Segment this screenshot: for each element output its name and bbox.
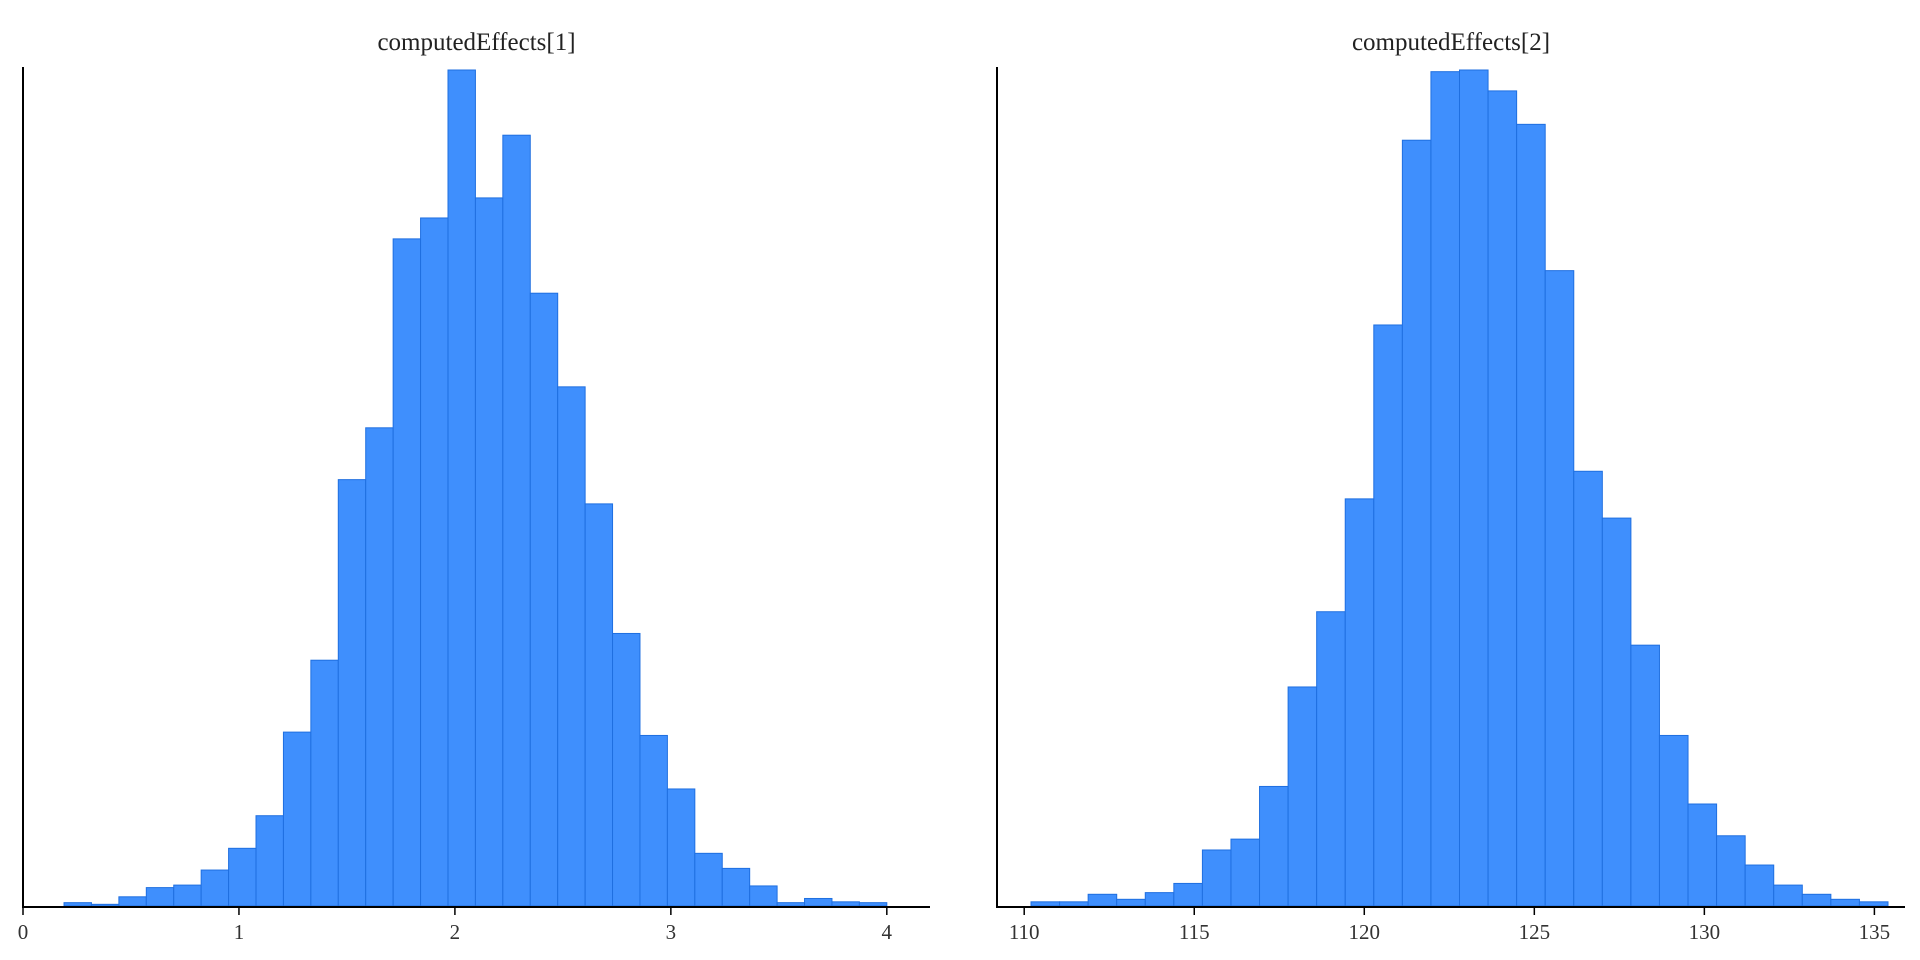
panel-1-bar-30 [858,902,888,907]
panel-2-bar-28 [1801,893,1832,907]
panel-1-bar-6 [200,869,230,907]
panel-2-bar-2 [1059,901,1089,907]
panel-1-bar-25 [721,867,751,907]
panel-2-bar-19 [1544,270,1575,907]
panel-1-bar-8 [255,815,284,907]
panel-1-bar-24 [694,852,723,907]
panel-1-bar-16 [474,197,504,907]
panel-2-bar-30 [1858,901,1889,907]
panel-1-bar-9 [282,731,312,907]
panel-2-bar-16 [1459,69,1489,907]
panel-2-bar-22 [1630,644,1660,907]
panel-1-bar-17 [502,134,531,907]
panel-1-bar-22 [639,734,668,907]
panel-2-bar-10 [1287,686,1318,907]
panel-2-x-tick-label-3: 120 [1349,920,1381,944]
panel-2-bar-14 [1401,139,1432,907]
panel-1-bar-10 [310,659,339,907]
panel-2-bar-25 [1716,835,1746,907]
panel-2-bar-3 [1087,893,1118,907]
panel-1-bar-7 [228,847,257,907]
panel-1-bar-13 [392,238,422,907]
panel-1-bar-20 [584,503,614,907]
panel-2-bar-17 [1487,90,1518,907]
panel-2-bar-24 [1687,803,1718,907]
panel-2-bar-12 [1344,498,1375,907]
panel-2-x-tick-label-4: 125 [1519,920,1551,944]
panel-1-bar-23 [666,788,696,907]
panel-1-bar-4 [145,887,175,907]
panel-2-bar-6 [1173,882,1203,907]
panel-1-bar-26 [749,885,778,907]
panel-2-bar-23 [1658,734,1689,907]
panel-1-x-tick-label-2: 1 [234,920,245,944]
panel-1-x-tick-label-5: 4 [882,920,893,944]
panel-2-bar-27 [1773,884,1803,907]
panel-1-x-tick-label-4: 3 [666,920,677,944]
panel-2-bar-21 [1601,517,1632,907]
panel-2-x-ticks: 110 115 120 125 130 135 [1009,907,1890,944]
panel-2-x-tick-label-6: 135 [1859,920,1891,944]
panel-1-bar-14 [420,217,449,907]
panel-1-bar-18 [529,292,559,907]
panel-2-title: computedEffects[2] [1352,29,1550,56]
panel-2-bars [1030,69,1889,907]
panel-2-bar-7 [1201,849,1232,907]
panel-2-bar-13 [1373,324,1403,907]
panel-1-bar-19 [557,386,586,907]
panel-1-bar-11 [337,479,367,907]
panel-1-bar-29 [831,901,860,907]
panel-2-bar-9 [1259,785,1289,907]
panel-1-bar-27 [776,902,806,907]
panel-1-x-ticks: 0 1 2 3 4 [18,907,893,944]
panel-1-bar-12 [365,427,394,907]
panel-1-bar-15 [447,69,476,907]
panel-2-bar-15 [1430,71,1461,907]
panel-1-bar-1 [63,902,92,907]
panel-2-bar-5 [1144,892,1175,907]
histogram-panel-2: computedEffects[2] 110 115 120 125 130 135 [996,29,1905,944]
panel-2-bar-18 [1516,123,1546,907]
panel-1-x-tick-label-1: 0 [18,920,29,944]
panel-2-x-tick-label-5: 130 [1689,920,1721,944]
panel-1-bar-3 [118,896,147,907]
panel-2-bar-8 [1230,838,1261,907]
panel-2-bar-4 [1116,898,1146,907]
panel-2-bar-11 [1316,611,1346,907]
panel-2-bar-20 [1573,470,1603,907]
panel-1-bar-21 [612,632,641,907]
panel-1-title: computedEffects[1] [377,29,575,56]
panel-1-bars [63,69,888,907]
panel-1-bar-2 [90,903,120,907]
panel-1-x-tick-label-3: 2 [450,920,461,944]
histogram-panel-1: computedEffects[1] 0 1 2 3 4 [18,29,930,944]
panel-2-x-tick-label-2: 115 [1179,920,1210,944]
panel-1-bar-28 [804,897,833,907]
panel-2-bar-29 [1830,898,1860,907]
panel-1-bar-5 [173,884,202,907]
panel-2-x-tick-label-1: 110 [1009,920,1040,944]
panel-2-bar-1 [1030,901,1061,907]
panel-2-bar-26 [1744,864,1775,907]
